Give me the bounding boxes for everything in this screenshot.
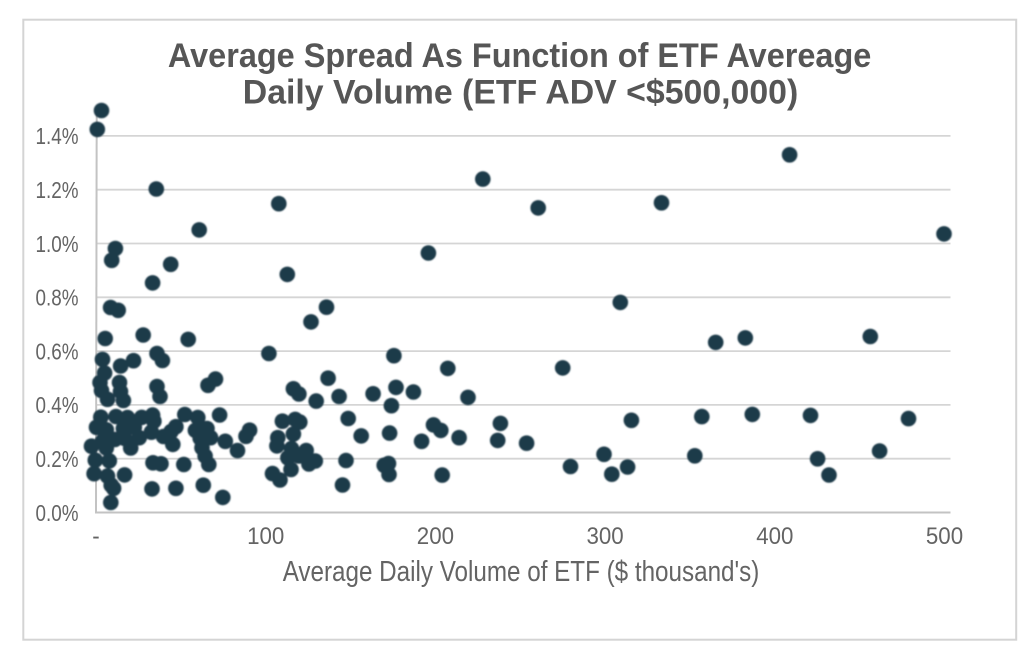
svg-text:1.2%: 1.2% bbox=[36, 178, 79, 203]
svg-text:-: - bbox=[92, 522, 99, 549]
svg-text:0.6%: 0.6% bbox=[36, 340, 79, 365]
svg-text:0.8%: 0.8% bbox=[36, 286, 79, 311]
svg-text:1.4%: 1.4% bbox=[36, 125, 79, 150]
svg-text:Average Daily Volume of ETF ($: Average Daily Volume of ETF ($ thousand'… bbox=[283, 555, 760, 587]
svg-text:Daily Volume (ETF ADV <$500,00: Daily Volume (ETF ADV <$500,000) bbox=[243, 73, 798, 111]
svg-text:200: 200 bbox=[417, 522, 454, 549]
svg-text:0.4%: 0.4% bbox=[36, 394, 79, 419]
svg-text:500: 500 bbox=[926, 522, 963, 549]
svg-text:Average Spread As Function of: Average Spread As Function of ETF Averea… bbox=[168, 38, 871, 76]
svg-text:300: 300 bbox=[586, 522, 623, 549]
svg-text:0.0%: 0.0% bbox=[36, 501, 79, 526]
svg-text:400: 400 bbox=[756, 522, 793, 549]
svg-text:1.0%: 1.0% bbox=[36, 232, 79, 257]
svg-text:100: 100 bbox=[247, 522, 284, 549]
svg-text:0.2%: 0.2% bbox=[36, 447, 79, 472]
